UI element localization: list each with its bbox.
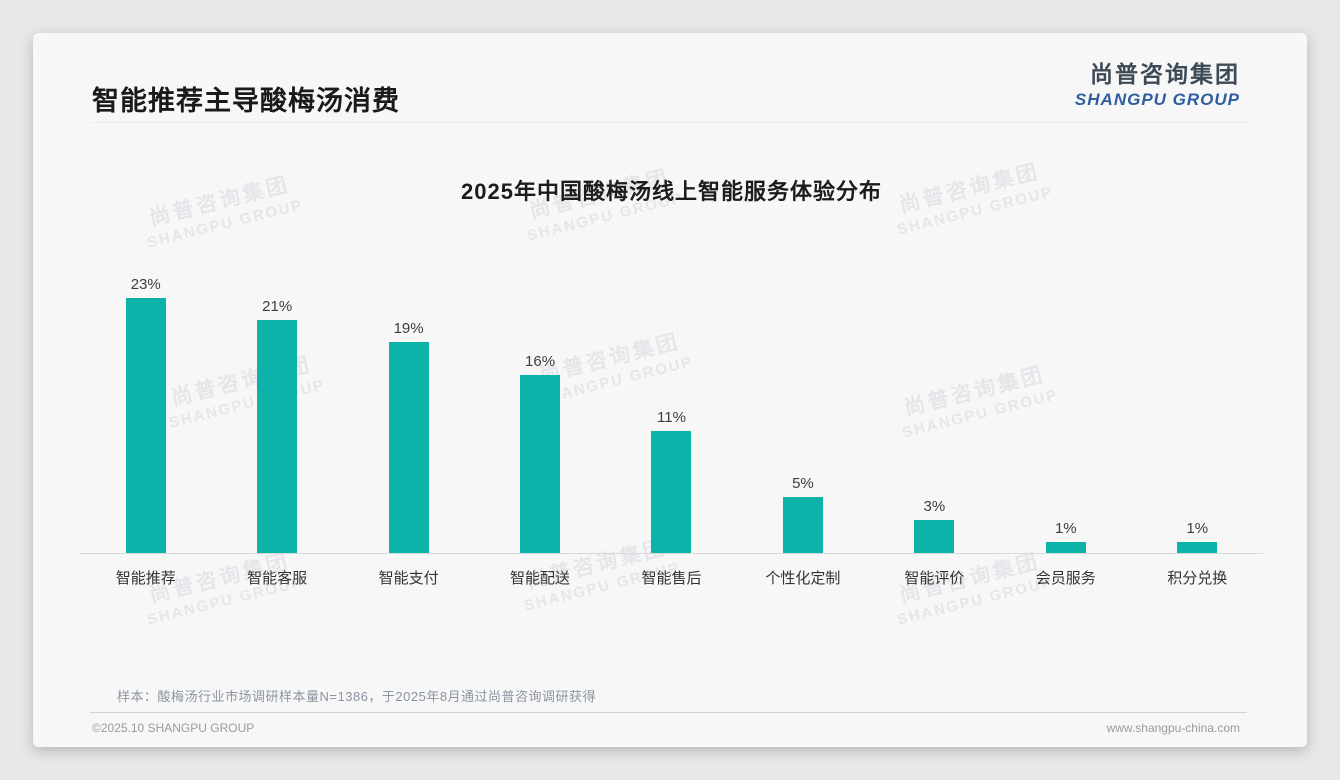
chart-title: 2025年中国酸梅汤线上智能服务体验分布	[461, 179, 882, 204]
category-label: 会员服务	[1035, 570, 1096, 587]
bar	[782, 497, 823, 553]
bar-group: 19%	[343, 320, 474, 553]
x-axis-category-labels: 智能推荐 智能客服 智能支付 智能配送 智能售后 个性化定制 智能评价 会员服务 积分兑换	[80, 567, 1263, 588]
bar-group: 23%	[80, 276, 211, 553]
bar-group: 3%	[869, 498, 1000, 553]
bar-value-label: 23%	[130, 276, 161, 293]
bar-chart-plot-area: 23% 21% 19% 16% 11% 5% 3% 1% 1%	[80, 271, 1263, 553]
category-label: 智能评价	[904, 570, 965, 587]
category-label: 智能客服	[247, 570, 308, 587]
bar	[651, 431, 692, 553]
title-divider	[90, 122, 1250, 123]
bar-group: 21%	[211, 298, 342, 553]
bar-group: 16%	[474, 353, 605, 553]
category-label: 智能配送	[510, 570, 571, 587]
bar-value-label: 11%	[657, 409, 686, 426]
bar-group: 5%	[737, 475, 868, 553]
category-label: 智能推荐	[115, 570, 176, 587]
category-label: 个性化定制	[765, 570, 841, 587]
footer-divider	[90, 712, 1247, 713]
bar	[388, 342, 429, 553]
page-title: 智能推荐主导酸梅汤消费	[92, 86, 400, 116]
logo-english-text: SHANGPU GROUP	[1074, 90, 1240, 109]
bar-value-label: 1%	[1054, 520, 1077, 537]
footer-website: www.shangpu-china.com	[1106, 721, 1240, 735]
bar-value-label: 21%	[262, 298, 293, 315]
bar	[1045, 542, 1086, 553]
bar	[257, 320, 298, 553]
bar-value-label: 3%	[923, 498, 946, 515]
bar	[520, 375, 561, 553]
bar-value-label: 5%	[792, 475, 814, 492]
bar	[914, 520, 955, 553]
bar-group: 1%	[1132, 520, 1263, 553]
bar-group: 1%	[1000, 520, 1131, 553]
bar-value-label: 1%	[1186, 520, 1209, 537]
category-label: 智能支付	[378, 570, 439, 587]
category-label: 智能售后	[641, 570, 702, 587]
x-axis-line	[80, 553, 1263, 554]
company-logo: 尚普咨询集团 SHANGPU GROUP	[1075, 55, 1240, 110]
logo-chinese-text: 尚普咨询集团	[1090, 61, 1240, 87]
bar-value-label: 19%	[393, 320, 424, 337]
bar	[125, 298, 166, 553]
category-label: 积分兑换	[1167, 570, 1228, 587]
source-note: 样本：酸梅汤行业市场调研样本量N=1386，于2025年8月通过尚普咨询调研获得	[117, 689, 597, 704]
bar	[1177, 542, 1218, 553]
bar-value-label: 16%	[525, 353, 556, 370]
bar-group: 11%	[606, 409, 737, 553]
slide-card: 智能推荐主导酸梅汤消费 尚普咨询集团 SHANGPU GROUP 尚普咨询集团 S…	[33, 33, 1307, 747]
footer-copyright: ©2025.10 SHANGPU GROUP	[92, 721, 255, 735]
